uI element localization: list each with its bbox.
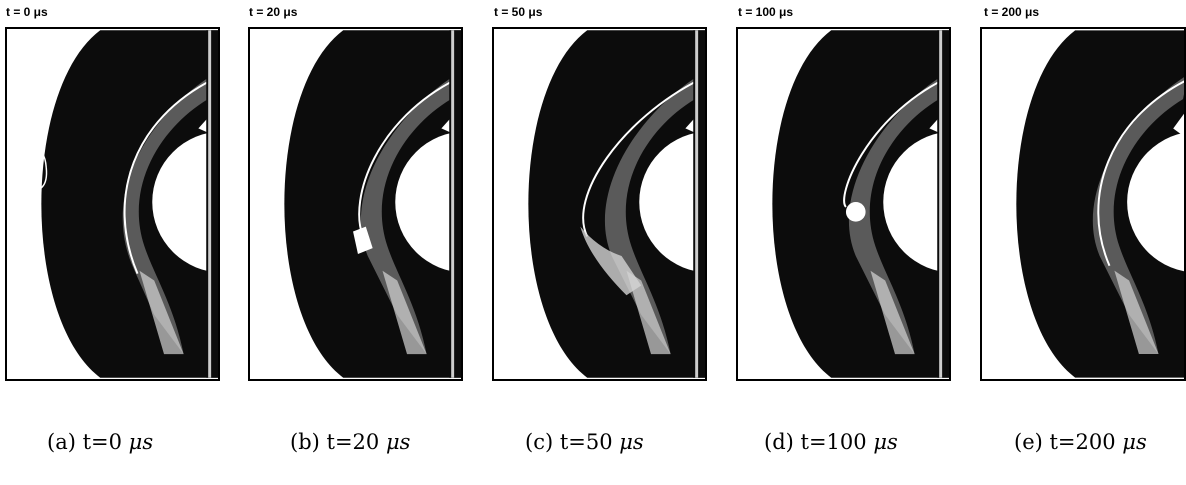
frame-title-e: t = 200 μs xyxy=(984,5,1040,19)
flow-field-d xyxy=(772,30,949,378)
flow-field-e xyxy=(1016,30,1184,378)
flow-field-c xyxy=(528,30,705,378)
panel-e xyxy=(980,27,1186,381)
frame-title-b: t = 20 μs xyxy=(249,5,298,19)
caption-c: (c) t=50 μs xyxy=(525,430,644,454)
panel-d xyxy=(736,27,951,381)
frame-title-d: t = 100 μs xyxy=(738,5,794,19)
flow-field-a xyxy=(25,30,218,378)
caption-d: (d) t=100 μs xyxy=(764,430,898,454)
caption-b: (b) t=20 μs xyxy=(290,430,411,454)
panel-c xyxy=(492,27,707,381)
frame-title-a: t = 0 μs xyxy=(6,5,48,19)
caption-e: (e) t=200 μs xyxy=(1014,430,1147,454)
panel-a xyxy=(5,27,220,381)
flow-field-b xyxy=(284,30,461,378)
frame-title-c: t = 50 μs xyxy=(494,5,543,19)
panel-b xyxy=(248,27,463,381)
caption-a: (a) t=0 μs xyxy=(47,430,154,454)
